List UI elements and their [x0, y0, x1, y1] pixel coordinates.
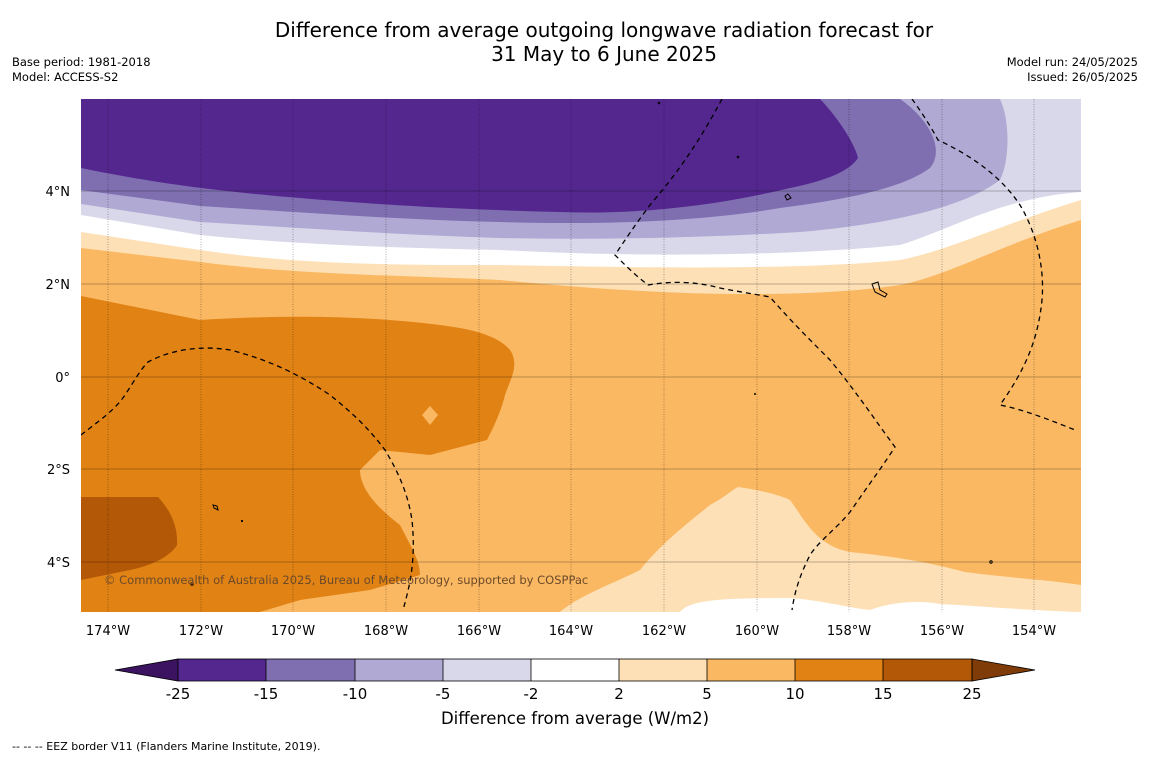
colorbar-bin-n25-n15 [178, 659, 266, 681]
coastlines [190, 101, 993, 586]
colorbar-tick-p10: 10 [785, 685, 804, 703]
contour-map [81, 99, 1081, 612]
colorbar-bin-n5-n2 [443, 659, 531, 681]
colorbar-bin-p2-5 [619, 659, 707, 681]
contour-p2-5-south [560, 487, 1081, 612]
colorbar-bin-p5-10 [707, 659, 795, 681]
contour-p10-15 [81, 296, 515, 612]
lon-label-166w: 166°W [457, 624, 501, 639]
base-period: Base period: 1981-2018 [12, 55, 151, 69]
lon-label-164w: 164°W [549, 624, 593, 639]
colorbar-bin-p15-25 [883, 659, 972, 681]
map-title: Difference from average outgoing longwav… [0, 18, 1150, 66]
colorbar-tick-n5: -5 [436, 685, 451, 703]
lon-label-158w: 158°W [827, 624, 871, 639]
model-name: Model: ACCESS-S2 [12, 69, 119, 84]
lon-label-168w: 168°W [364, 624, 408, 639]
colorbar-arrow-max [971, 658, 1036, 682]
map-copyright: © Commonwealth of Australia 2025, Bureau… [104, 573, 588, 587]
colorbar-bin-n15-n10 [266, 659, 355, 681]
lon-labels: 174°W 172°W 170°W 168°W 166°W 164°W 162°… [86, 624, 1056, 639]
contour-n2-2-south [680, 598, 1081, 612]
lat-label-0: 0° [55, 371, 70, 386]
colorbar-tick-n2: -2 [524, 685, 539, 703]
colorbar-tick-p2: 2 [614, 685, 624, 703]
lon-label-172w: 172°W [179, 624, 223, 639]
eez-borders [81, 99, 1076, 611]
colorbar-dividers [265, 659, 884, 681]
colorbar-tick-n25: -25 [166, 685, 191, 703]
lat-label-4s: 4°S [47, 556, 70, 571]
colorbar-tick-p15: 15 [873, 685, 892, 703]
colorbar-bin-n2-2 [531, 659, 619, 681]
contour-n25-n15 [81, 99, 858, 213]
lon-label-156w: 156°W [920, 624, 964, 639]
colorbar-tick-p25: 25 [962, 685, 981, 703]
colorbar-tick-n15: -15 [254, 685, 279, 703]
lon-gridlines [107, 99, 1035, 612]
lat-label-2n: 2°N [46, 278, 71, 293]
colorbar-outline [177, 658, 973, 682]
contour-p15-25 [81, 497, 178, 580]
meta-right: Model run: 24/05/2025 Issued: 26/05/2025 [1007, 55, 1138, 84]
issued-date: Issued: 26/05/2025 [1027, 69, 1138, 84]
colorbar: -25 -15 -10 -5 -2 2 5 10 15 25 [114, 658, 1036, 703]
title-line-1: Difference from average outgoing longwav… [274, 18, 934, 42]
colorbar-tick-p5: 5 [702, 685, 712, 703]
lon-label-170w: 170°W [271, 624, 315, 639]
lat-label-4n: 4°N [46, 185, 71, 200]
lat-label-2s: 2°S [47, 463, 70, 478]
eez-footnote: -- -- -- EEZ border V11 (Flanders Marine… [12, 740, 321, 753]
lon-label-162w: 162°W [642, 624, 686, 639]
title-line-2: 31 May to 6 June 2025 [491, 42, 717, 66]
lon-label-154w: 154°W [1012, 624, 1056, 639]
lat-labels: 4°N 2°N 0° 2°S 4°S [46, 185, 71, 571]
colorbar-tick-n10: -10 [343, 685, 368, 703]
colorbar-title: Difference from average (W/m2) [440, 709, 710, 728]
lon-label-174w: 174°W [86, 624, 130, 639]
model-run: Model run: 24/05/2025 [1006, 55, 1138, 69]
contour-p5-10-islet [422, 406, 438, 425]
meta-left: Base period: 1981-2018 Model: ACCESS-S2 [12, 55, 151, 84]
colorbar-bin-n10-n5 [355, 659, 443, 681]
lon-label-160w: 160°W [735, 624, 779, 639]
colorbar-bin-p10-15 [795, 659, 883, 681]
colorbar-arrow-min [114, 658, 179, 682]
lat-gridlines [81, 190, 1081, 563]
colorbar-ticks: -25 -15 -10 -5 -2 2 5 10 15 25 [166, 685, 982, 703]
